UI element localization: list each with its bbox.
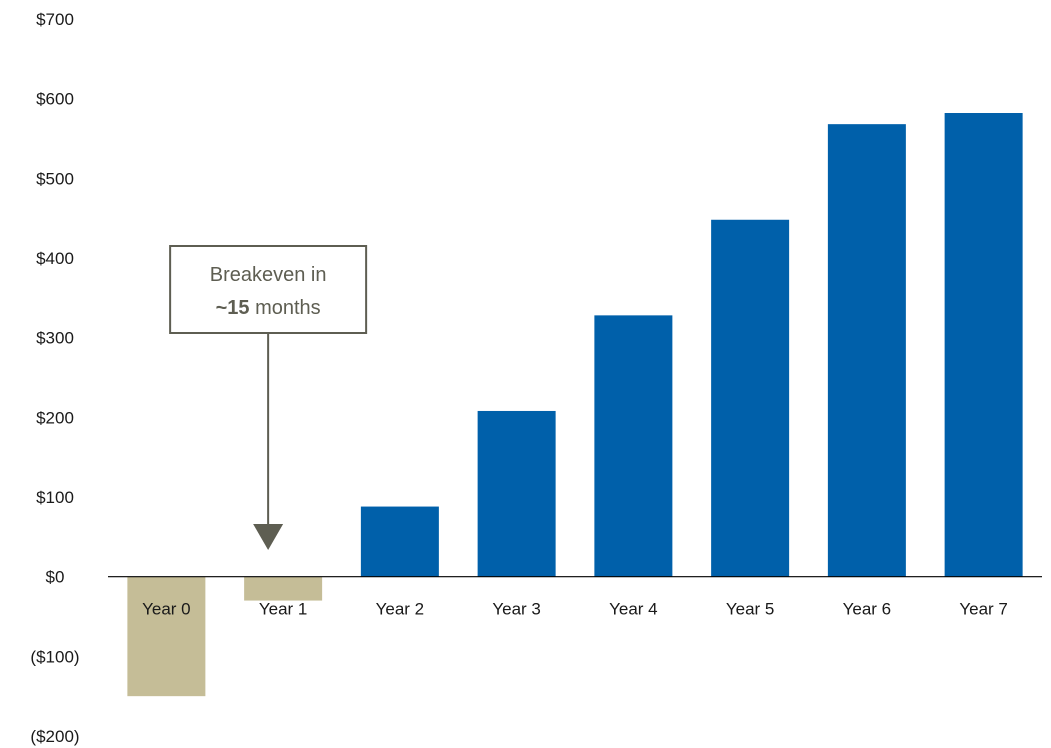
y-tick-label: ($200) (30, 727, 79, 746)
bars (127, 113, 1023, 697)
annotation-unit: months (250, 297, 321, 319)
bar (711, 219, 790, 577)
x-tick-label: Year 0 (142, 600, 191, 619)
bar (944, 113, 1023, 577)
x-tick-label: Year 3 (492, 600, 541, 619)
x-tick-label: Year 6 (843, 600, 892, 619)
bar (827, 124, 906, 577)
x-tick-label: Year 4 (609, 600, 658, 619)
breakeven-annotation: Breakeven in ~15 months (169, 245, 368, 550)
x-axis-ticks: Year 0 Year 1 Year 2 Year 3 Year 4 Year 5 Year… (142, 600, 1008, 619)
x-tick-label: Year 2 (376, 600, 425, 619)
y-tick-label: $500 (36, 169, 74, 188)
x-tick-label: Year 5 (726, 600, 775, 619)
x-tick-label: Year 7 (959, 600, 1008, 619)
y-tick-label: $100 (36, 488, 74, 507)
bar (594, 315, 673, 577)
bar (127, 576, 206, 697)
bar (244, 576, 323, 601)
y-tick-label: $700 (36, 10, 74, 29)
y-tick-label: $0 (46, 568, 65, 587)
annotation-line-2: ~15 months (216, 297, 321, 319)
annotation-line-1: Breakeven in (210, 264, 327, 286)
y-tick-label: $400 (36, 249, 74, 268)
y-tick-label: $600 (36, 90, 74, 109)
annotation-arrow-head (253, 524, 284, 550)
y-tick-label: $300 (36, 329, 74, 348)
bar (477, 410, 556, 577)
y-axis-ticks: $700 $600 $500 $400 $300 $200 $100 $0 ($100) ($20… (30, 10, 79, 746)
x-tick-label: Year 1 (259, 600, 308, 619)
y-tick-label: ($100) (30, 647, 79, 666)
annotation-box (169, 245, 368, 334)
y-tick-label: $200 (36, 408, 74, 427)
annotation-bold-value: ~15 (216, 297, 250, 319)
bar (360, 506, 439, 577)
